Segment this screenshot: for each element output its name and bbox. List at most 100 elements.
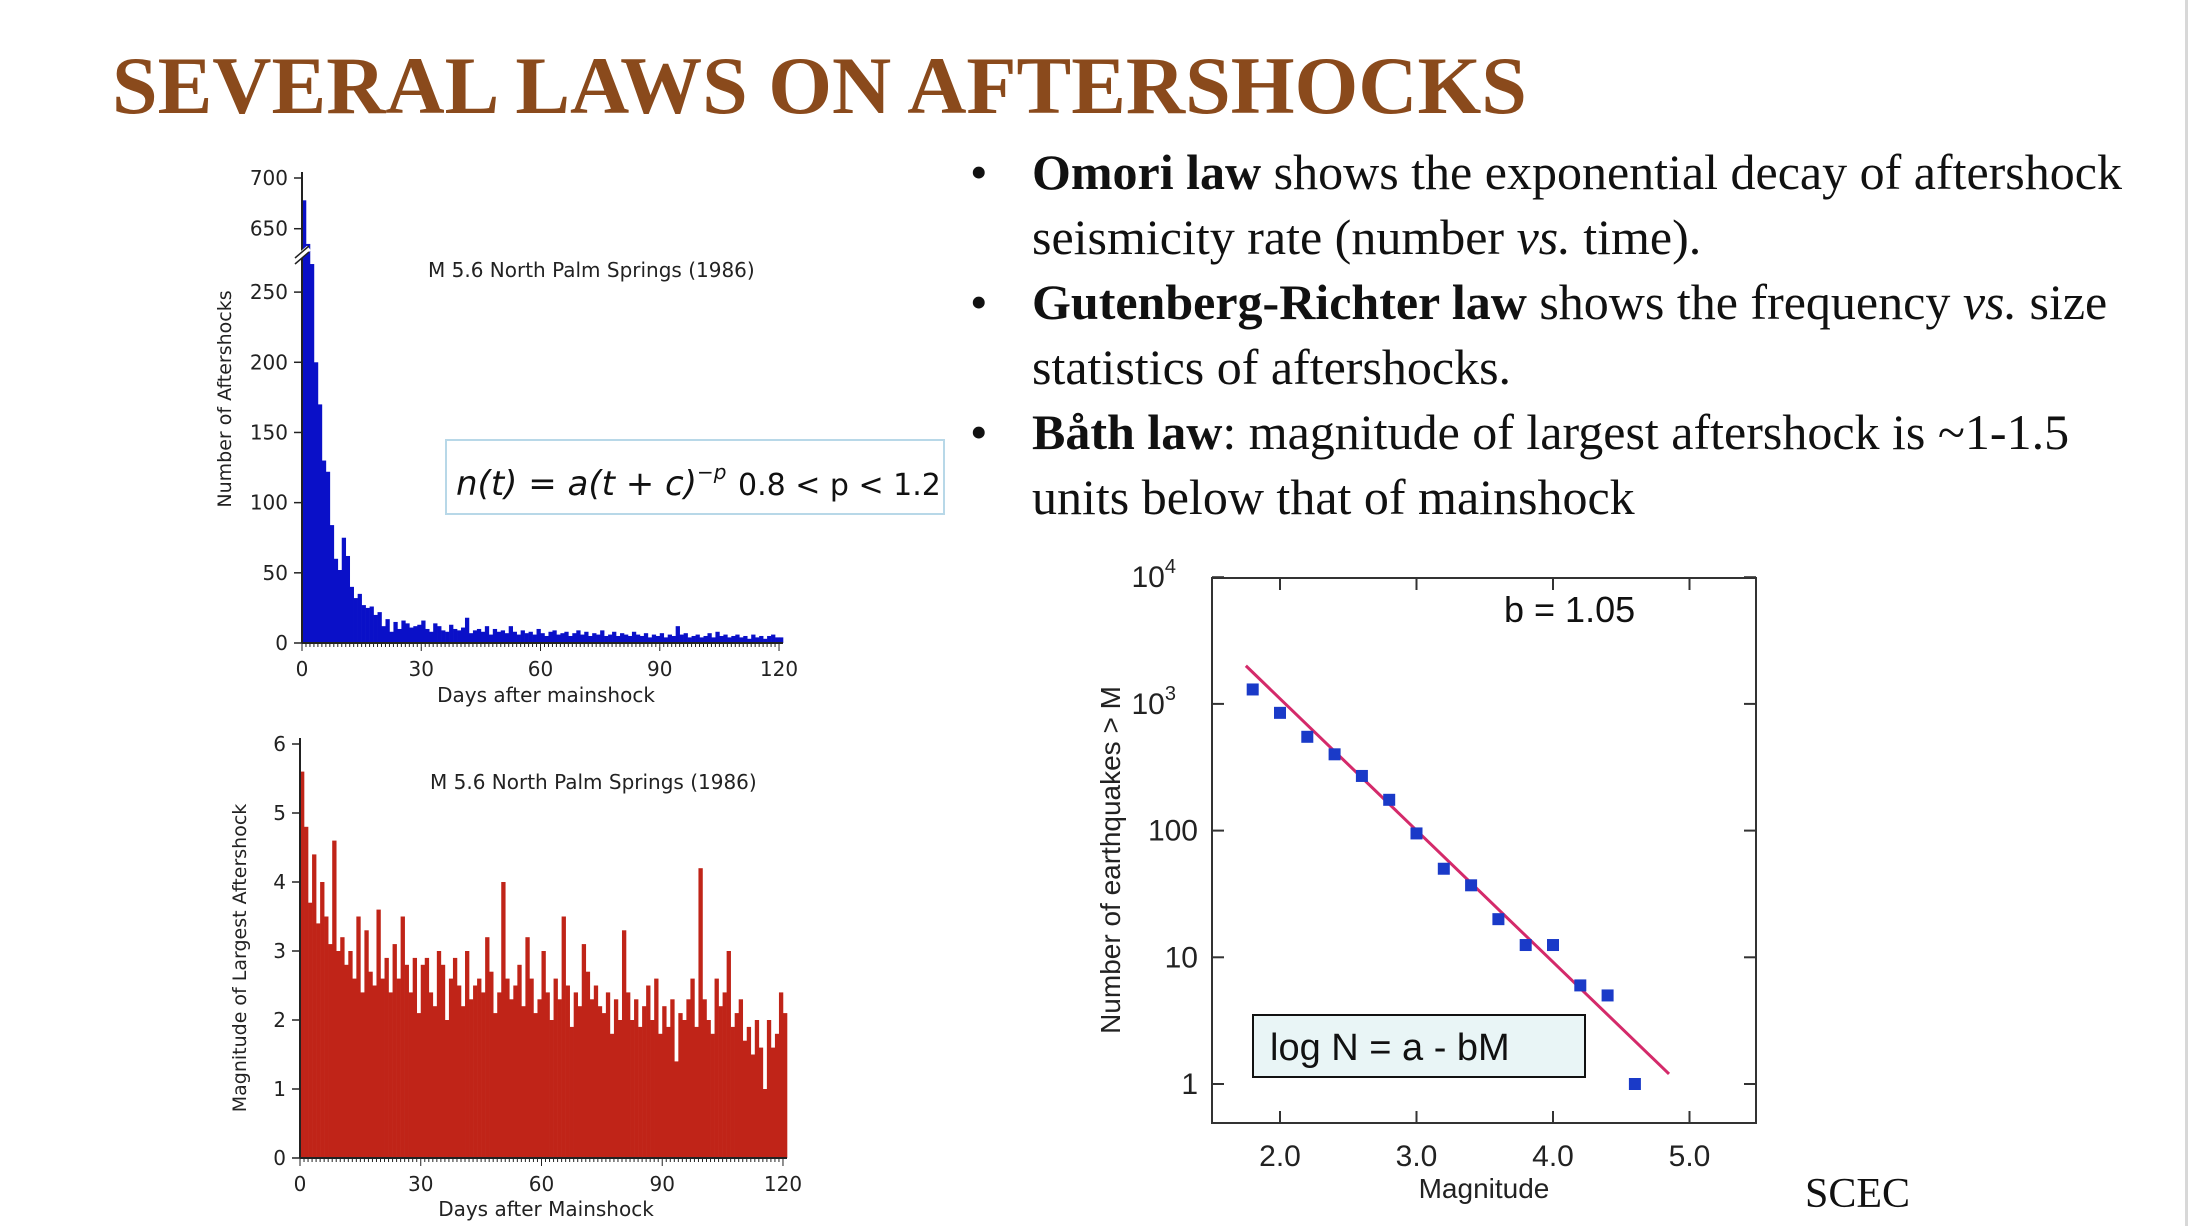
bath-bar [448, 978, 454, 1158]
bath-x-tick-label: 0 [294, 1172, 307, 1196]
omori-bar [751, 634, 756, 643]
bath-bar [396, 978, 401, 1158]
gr-data-point [1547, 939, 1559, 952]
omori-y-tick-label: 50 [263, 561, 288, 585]
omori-bar [771, 634, 776, 643]
omori-bar [512, 631, 517, 643]
omori-bar [425, 628, 430, 643]
bath-bar [782, 1013, 788, 1158]
omori-bar [437, 626, 442, 643]
bath-bar [501, 882, 506, 1158]
bath-bar [609, 1033, 615, 1158]
bath-bar [758, 1047, 764, 1158]
omori-bar [492, 628, 498, 643]
bath-y-tick-label: 3 [273, 939, 286, 963]
gr-data-point [1410, 827, 1423, 840]
bath-bar [734, 1013, 739, 1158]
omori-bar [357, 593, 362, 644]
omori-bar [695, 634, 700, 643]
bath-bar [525, 937, 530, 1158]
omori-bar [464, 617, 470, 643]
omori-bar [361, 605, 366, 643]
omori-bar [667, 634, 672, 643]
gr-x-tick-label: 5.0 [1669, 1140, 1711, 1173]
gr-data-point [1574, 979, 1587, 992]
bath-bar [601, 1013, 607, 1158]
omori-bar [500, 630, 506, 643]
omori-y-tick-label: 0 [275, 631, 288, 655]
bath-bar [750, 1054, 756, 1158]
omori-bar [445, 631, 450, 643]
omori-bar [544, 635, 549, 643]
omori-bar [687, 637, 692, 643]
bath-bar [589, 999, 595, 1158]
omori-bar [719, 635, 724, 643]
bullet-bath-term: Båth law [1032, 404, 1223, 460]
bullet-bath: • Båth law: magnitude of largest aftersh… [960, 400, 2160, 530]
bath-bar [549, 1020, 554, 1158]
bath-bar [718, 1006, 723, 1158]
gr-data-point [1628, 1078, 1641, 1090]
bath-y-tick-label: 2 [273, 1008, 286, 1032]
omori-bar [504, 633, 510, 643]
omori-axis-break-mark [294, 245, 310, 259]
gr-y-tick-label: 104 [1132, 556, 1177, 594]
omori-bar [441, 630, 446, 643]
bath-bar [485, 937, 490, 1158]
omori-formula-exponent: −p [697, 460, 726, 484]
gr-data-point [1465, 879, 1478, 892]
omori-bar [627, 635, 633, 643]
omori-bar [580, 634, 585, 643]
bath-bar [557, 999, 562, 1158]
gr-data-point [1274, 706, 1286, 719]
omori-bar [305, 243, 311, 643]
bath-bar [328, 944, 333, 1158]
bath-bar [368, 971, 373, 1158]
omori-bar [679, 634, 684, 643]
gr-y-tick-label: 10 [1165, 941, 1198, 974]
bath-bar [469, 999, 474, 1158]
bath-bar [440, 964, 446, 1158]
omori-bar [421, 620, 426, 643]
bath-bar [722, 992, 727, 1158]
slide-edge-divider [2185, 0, 2188, 1226]
bath-bar [460, 1006, 466, 1158]
gr-data-point [1601, 989, 1614, 1002]
bath-bar [404, 964, 409, 1158]
omori-bar [349, 586, 354, 643]
omori-bar [309, 264, 315, 643]
omori-bar [449, 624, 454, 643]
bath-bar [428, 992, 434, 1158]
omori-bar [508, 626, 513, 643]
bullet-omori-vs: vs. [1516, 209, 1571, 265]
omori-bar [480, 631, 486, 643]
bath-bar [473, 985, 478, 1158]
bath-bar [436, 951, 442, 1158]
bath-bar [517, 964, 522, 1158]
bath-x-tick-label: 30 [408, 1172, 433, 1196]
omori-bar [608, 634, 613, 643]
bath-bar [658, 1033, 663, 1158]
omori-axis-break-mark [294, 251, 310, 265]
bath-bar [605, 992, 611, 1158]
bath-bar [774, 1033, 780, 1158]
omori-bar [321, 460, 327, 643]
bath-bar [372, 985, 377, 1158]
bath-bar [710, 1033, 715, 1158]
bath-bar [320, 882, 325, 1158]
omori-bar [397, 628, 402, 643]
bath-bar [408, 992, 413, 1158]
gr-data-point [1246, 683, 1259, 696]
omori-axis-break-mask [293, 245, 311, 263]
bullet-omori: • Omori law shows the exponential decay … [960, 140, 2160, 270]
omori-bar [520, 630, 525, 643]
gr-x-tick-label: 4.0 [1532, 1140, 1574, 1173]
bath-bar [646, 985, 651, 1158]
omori-bar [775, 637, 780, 643]
bath-x-tick-label: 90 [650, 1172, 675, 1196]
omori-x-axis-label: Days after mainshock [437, 683, 655, 707]
omori-bar [345, 555, 351, 643]
omori-bar [631, 631, 637, 643]
bath-y-tick-label: 5 [273, 801, 286, 825]
omori-bar [373, 614, 378, 643]
